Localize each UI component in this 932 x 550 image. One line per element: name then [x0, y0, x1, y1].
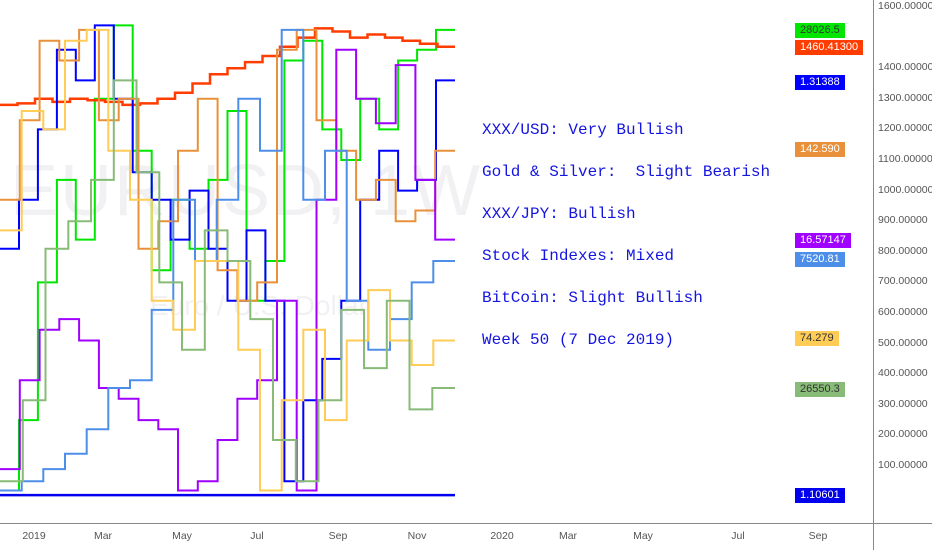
- series-line-0: [0, 24, 455, 492]
- note-bitcoin: BitCoin: Slight Bullish: [482, 289, 703, 307]
- x-tick-label: Mar: [558, 530, 578, 542]
- y-tick-label: 200.00000: [878, 428, 928, 441]
- x-tick-label: Mar: [93, 530, 113, 542]
- x-tick-label: Jul: [731, 530, 745, 542]
- note-xxx-jpy: XXX/JPY: Bullish: [482, 205, 636, 223]
- note-gold-silver: Gold & Silver: Slight Bearish: [482, 163, 771, 181]
- series-line-7: [0, 79, 455, 483]
- price-label-8: 1.10601: [795, 488, 845, 503]
- x-tick-label: Sep: [328, 530, 348, 542]
- note-week: Week 50 (7 Dec 2019): [482, 331, 675, 349]
- y-tick-label: 800.00000: [878, 244, 928, 257]
- y-tick-label: 900.00000: [878, 214, 928, 227]
- series-line-5: [0, 28, 455, 492]
- series-line-2: [0, 24, 455, 483]
- note-stock-indexes: Stock Indexes: Mixed: [482, 247, 675, 265]
- plot-area[interactable]: [0, 0, 872, 523]
- y-tick-label: 300.00000: [878, 397, 928, 410]
- x-axis-line: [0, 523, 932, 524]
- series-line-3: [0, 28, 455, 302]
- y-tick-label: 500.00000: [878, 336, 928, 349]
- y-tick-label: 400.00000: [878, 367, 928, 380]
- x-tick-label: May: [633, 530, 653, 542]
- price-label-5: 7520.81: [795, 252, 845, 267]
- x-tick-label: Sep: [808, 530, 828, 542]
- y-tick-label: 1200.00000: [878, 122, 932, 135]
- x-tick-label: 2019: [22, 530, 46, 542]
- y-tick-label: 1600.00000: [878, 0, 932, 12]
- x-tick-label: Nov: [407, 530, 427, 542]
- watermark-name: Euro / U.S. Dollar: [150, 290, 368, 321]
- y-tick-label: 600.00000: [878, 306, 928, 318]
- y-tick-label: 1300.00000: [878, 91, 932, 104]
- x-tick-label: May: [172, 530, 192, 542]
- y-tick-label: 700.00000: [878, 275, 928, 288]
- price-label-4: 16.57147: [795, 233, 851, 248]
- price-label-2: 1.31388: [795, 75, 845, 90]
- price-label-7: 26550.3: [795, 382, 845, 397]
- y-tick-label: 100.00000: [878, 459, 928, 471]
- y-tick-label: 1100.00000: [878, 153, 932, 165]
- y-tick-label: 1000.00000: [878, 183, 932, 196]
- x-tick-label: 2020: [490, 530, 514, 542]
- note-xxx-usd: XXX/USD: Very Bullish: [482, 121, 684, 139]
- y-axis-line: [873, 0, 874, 550]
- y-tick-label: 1400.00000: [878, 61, 932, 74]
- series-line-4: [0, 48, 455, 492]
- series-line-1: [0, 27, 455, 107]
- price-label-3: 142.590: [795, 142, 845, 157]
- price-label-1: 1460.41300: [795, 40, 864, 55]
- price-label-0: 28026.5: [795, 23, 845, 38]
- x-tick-label: Jul: [250, 530, 264, 542]
- price-label-6: 74.279: [795, 331, 839, 346]
